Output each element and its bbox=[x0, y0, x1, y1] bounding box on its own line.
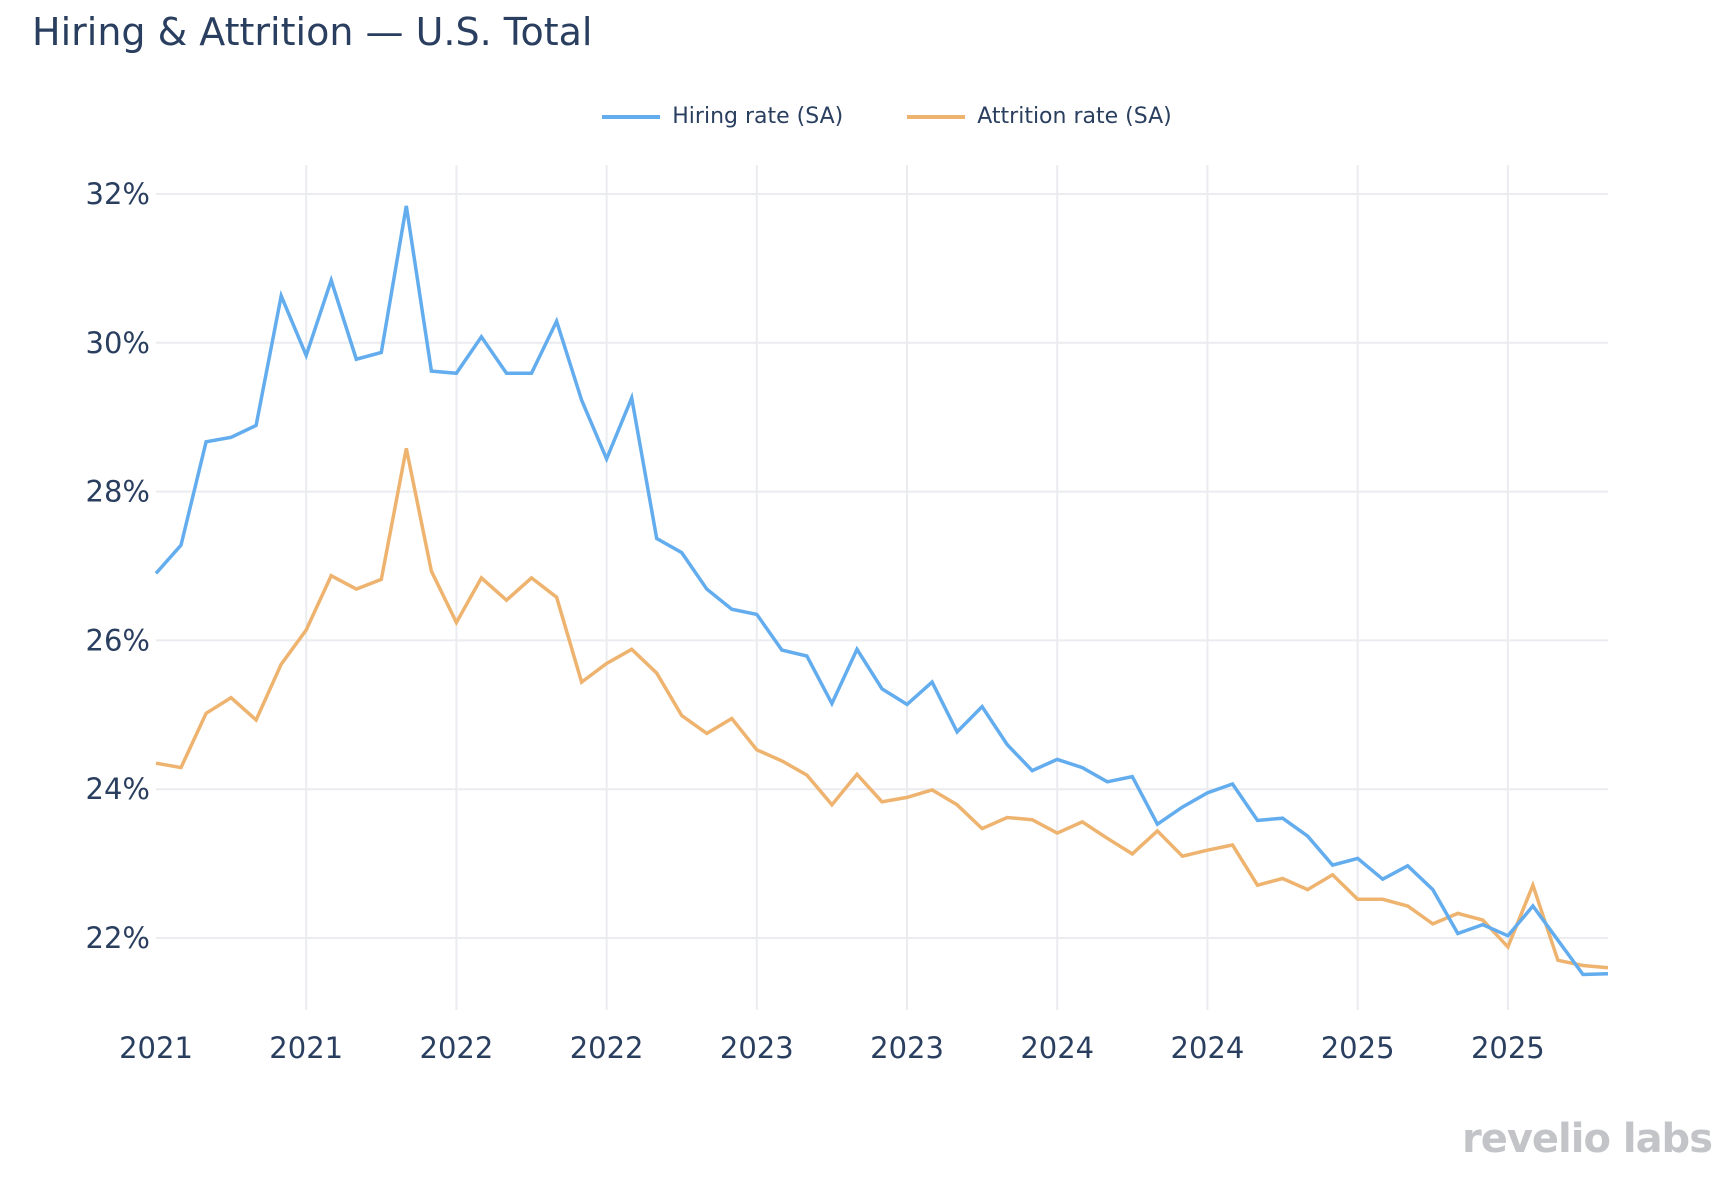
y-tick-label: 30% bbox=[86, 326, 150, 360]
revelio-labs-logo: revelio labs bbox=[1461, 1116, 1713, 1162]
hiring-rate-line[interactable] bbox=[154, 205, 1609, 977]
legend: Hiring rate (SA) Attrition rate (SA) bbox=[0, 104, 1734, 129]
y-tick-label: 28% bbox=[86, 475, 150, 509]
x-tick-label: 2024 bbox=[1171, 1031, 1245, 1065]
x-tick-label: 2021 bbox=[119, 1031, 193, 1065]
x-tick-label: 2024 bbox=[1020, 1031, 1094, 1065]
x-tick-label: 2023 bbox=[720, 1031, 794, 1065]
legend-item-hiring[interactable]: Hiring rate (SA) bbox=[602, 104, 843, 129]
x-axis-labels: 2021 2021 2022 2022 2023 2023 2024 2024 2025 2025 bbox=[119, 1031, 1545, 1065]
y-tick-label: 26% bbox=[86, 623, 150, 657]
y-axis-labels: 22% 24% 26% 28% 30% 32% bbox=[86, 177, 150, 955]
x-tick-label: 2021 bbox=[269, 1031, 343, 1065]
legend-swatch-hiring bbox=[602, 114, 661, 119]
x-tick-label: 2022 bbox=[570, 1031, 644, 1065]
y-tick-label: 24% bbox=[86, 772, 150, 806]
y-gridlines bbox=[156, 193, 1608, 939]
x-gridlines bbox=[305, 165, 1509, 1010]
x-tick-label: 2022 bbox=[420, 1031, 494, 1065]
x-tick-label: 2023 bbox=[870, 1031, 944, 1065]
legend-label-attrition: Attrition rate (SA) bbox=[977, 104, 1172, 129]
y-tick-label: 22% bbox=[86, 921, 150, 955]
y-tick-label: 32% bbox=[86, 177, 150, 211]
legend-swatch-attrition bbox=[907, 114, 966, 119]
series-lines bbox=[154, 205, 1609, 977]
attrition-rate-line[interactable] bbox=[155, 448, 1609, 970]
chart-title: Hiring & Attrition — U.S. Total bbox=[32, 10, 593, 54]
legend-item-attrition[interactable]: Attrition rate (SA) bbox=[907, 104, 1172, 129]
x-tick-label: 2025 bbox=[1321, 1031, 1395, 1065]
x-tick-label: 2025 bbox=[1471, 1031, 1545, 1065]
legend-label-hiring: Hiring rate (SA) bbox=[672, 104, 844, 129]
